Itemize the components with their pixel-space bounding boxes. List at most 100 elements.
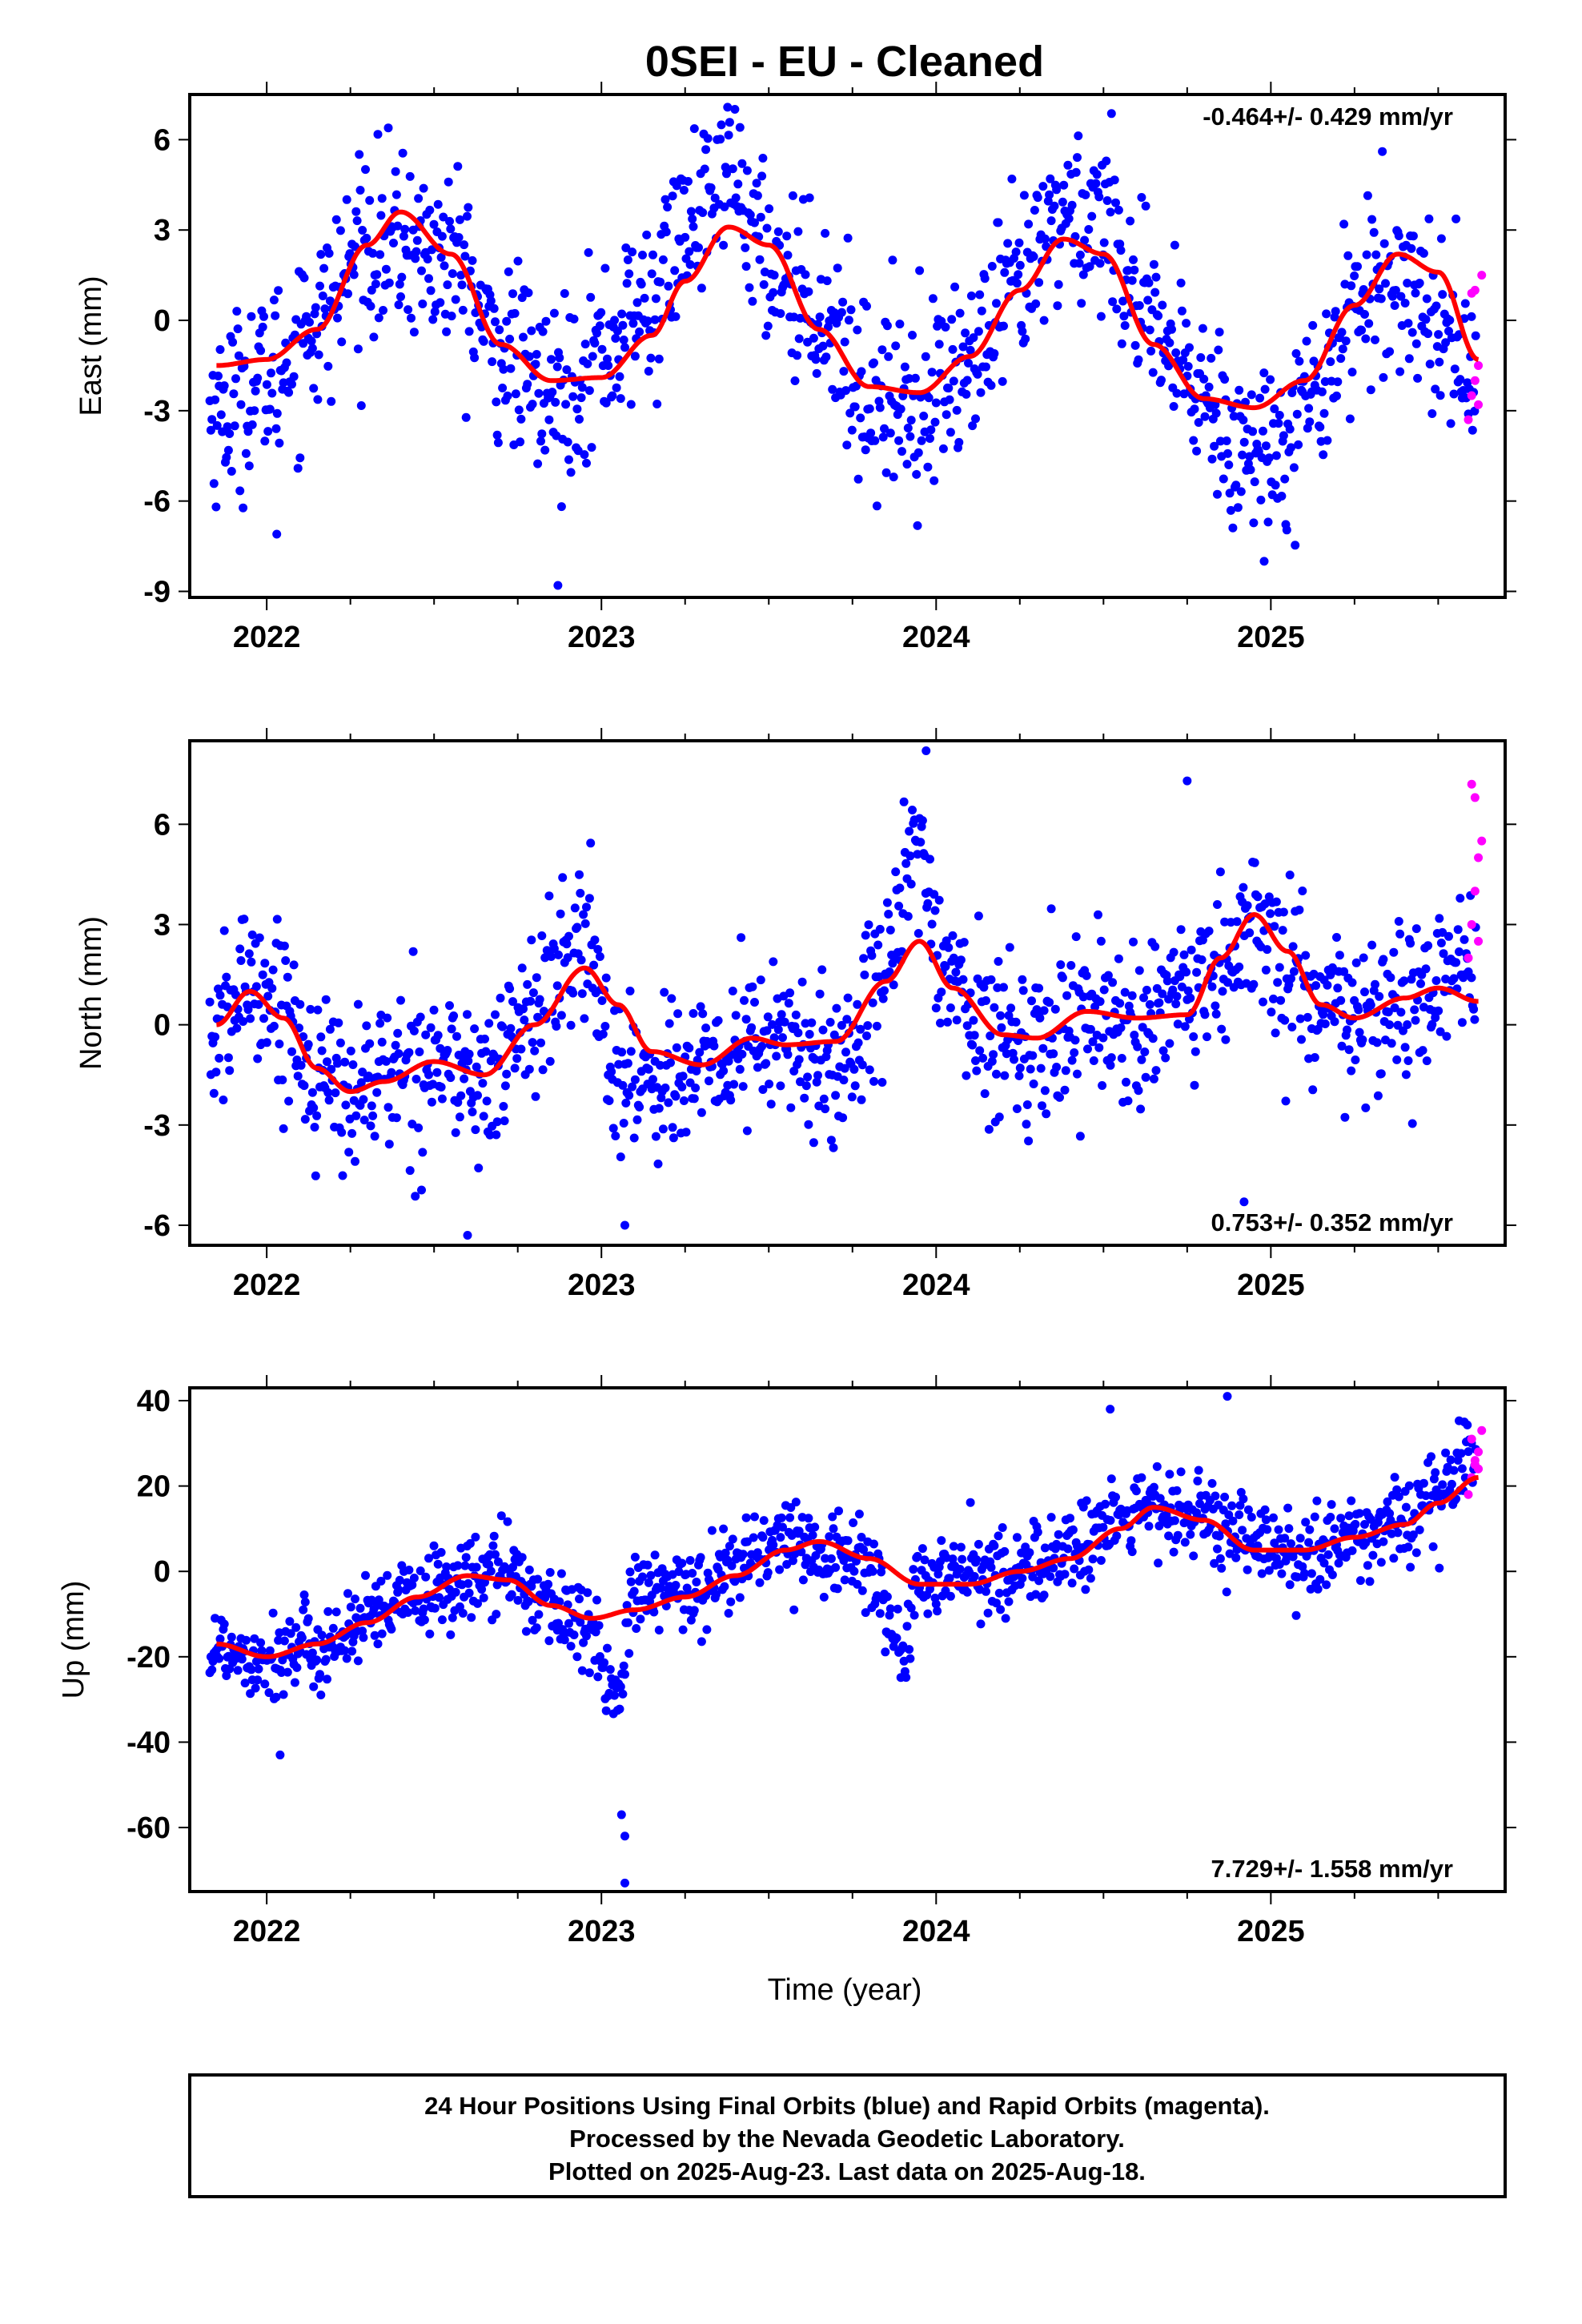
north-final-point: [372, 1088, 382, 1097]
up-final-point: [1446, 1455, 1456, 1465]
up-final-point: [471, 1532, 480, 1542]
up-final-point: [1025, 1548, 1034, 1558]
east-final-point: [681, 232, 690, 242]
up-final-point: [1301, 1518, 1311, 1527]
north-final-point: [492, 1117, 502, 1127]
north-final-point: [263, 991, 273, 1001]
north-final-point: [651, 1132, 661, 1141]
up-final-point: [465, 1538, 475, 1548]
north-final-point: [753, 1063, 762, 1072]
up-final-point: [983, 1608, 993, 1618]
east-final-point: [439, 212, 448, 222]
east-final-point: [719, 240, 729, 250]
up-final-point: [1363, 1561, 1372, 1570]
east-final-point: [453, 162, 463, 171]
east-final-point: [1361, 334, 1371, 344]
north-final-point: [832, 1003, 841, 1013]
north-final-point: [719, 1066, 729, 1076]
east-final-point: [461, 412, 471, 422]
up-final-point: [619, 1661, 628, 1671]
north-final-point: [1039, 1006, 1049, 1015]
up-final-point: [1154, 1522, 1164, 1530]
north-final-point: [235, 944, 245, 954]
north-final-point: [1012, 1104, 1022, 1113]
east-final-point: [531, 360, 540, 369]
east-final-point: [236, 400, 246, 409]
north-final-point: [1203, 1032, 1211, 1042]
up-final-point: [917, 1544, 927, 1554]
east-final-point: [251, 386, 260, 396]
up-final-point: [749, 1533, 758, 1542]
up-final-point: [906, 1603, 916, 1613]
east-final-point: [1064, 214, 1074, 223]
north-final-point: [850, 1081, 860, 1091]
up-final-point: [1067, 1578, 1077, 1588]
east-final-point: [866, 428, 876, 438]
north-final-point: [455, 1112, 464, 1122]
north-final-point: [990, 1003, 999, 1012]
up-final-point: [868, 1566, 877, 1576]
north-final-point: [383, 1013, 392, 1023]
north-final-point: [526, 996, 535, 1006]
north-final-point: [368, 1111, 378, 1120]
north-final-point: [1295, 1014, 1305, 1023]
up-final-point: [1435, 1563, 1444, 1573]
up-final-point: [1269, 1513, 1278, 1522]
north-final-point: [1395, 929, 1405, 939]
north-final-point: [843, 993, 853, 1003]
north-final-point: [313, 1005, 323, 1015]
east-y-tick-label: -3: [143, 395, 171, 428]
north-final-point: [295, 999, 305, 1009]
north-final-point: [857, 1060, 867, 1070]
east-final-point: [1127, 275, 1137, 285]
east-final-point: [741, 243, 750, 252]
east-final-point: [1196, 353, 1206, 362]
east-final-point: [999, 321, 1008, 331]
east-final-point: [1404, 354, 1414, 364]
east-final-point: [1295, 356, 1304, 366]
north-final-point: [577, 989, 587, 999]
north-final-point: [923, 899, 933, 908]
north-final-point: [576, 888, 585, 898]
up-final-point: [1243, 1505, 1253, 1514]
up-final-point: [724, 1609, 733, 1618]
up-final-point: [579, 1638, 588, 1647]
east-final-point: [1149, 259, 1158, 269]
up-final-point: [1169, 1547, 1178, 1557]
north-final-point: [1200, 1010, 1210, 1019]
north-final-point: [1410, 1005, 1419, 1015]
east-final-point: [532, 350, 541, 359]
east-final-point: [564, 455, 573, 464]
east-final-point: [921, 352, 930, 361]
up-final-point: [1101, 1499, 1110, 1509]
north-final-point: [689, 1009, 698, 1018]
north-final-point: [668, 1123, 677, 1132]
north-final-point: [1106, 1060, 1115, 1070]
north-final-point: [1011, 1017, 1021, 1027]
north-final-point: [705, 1076, 713, 1086]
east-final-point: [345, 249, 355, 259]
up-final-point: [703, 1568, 713, 1578]
east-final-point: [1408, 231, 1418, 241]
north-final-point: [962, 1071, 971, 1080]
east-final-point: [856, 413, 865, 423]
east-final-point: [1150, 287, 1160, 297]
north-final-point: [1186, 993, 1195, 1003]
up-final-point: [424, 1554, 433, 1563]
north-final-point: [618, 1080, 628, 1090]
north-final-point: [673, 1009, 683, 1019]
east-final-point: [1207, 454, 1217, 464]
up-final-point: [408, 1580, 417, 1590]
east-final-point: [1204, 382, 1214, 392]
east-final-point: [776, 309, 785, 318]
east-final-point: [790, 376, 800, 385]
north-final-point: [284, 1096, 294, 1106]
east-final-point: [1350, 271, 1359, 280]
east-final-point: [541, 316, 551, 326]
east-final-point: [1425, 360, 1435, 369]
up-final-point: [448, 1613, 457, 1622]
east-final-point: [1435, 391, 1445, 400]
east-final-point: [596, 308, 606, 317]
east-final-point: [945, 395, 954, 404]
east-final-point: [1211, 408, 1221, 418]
